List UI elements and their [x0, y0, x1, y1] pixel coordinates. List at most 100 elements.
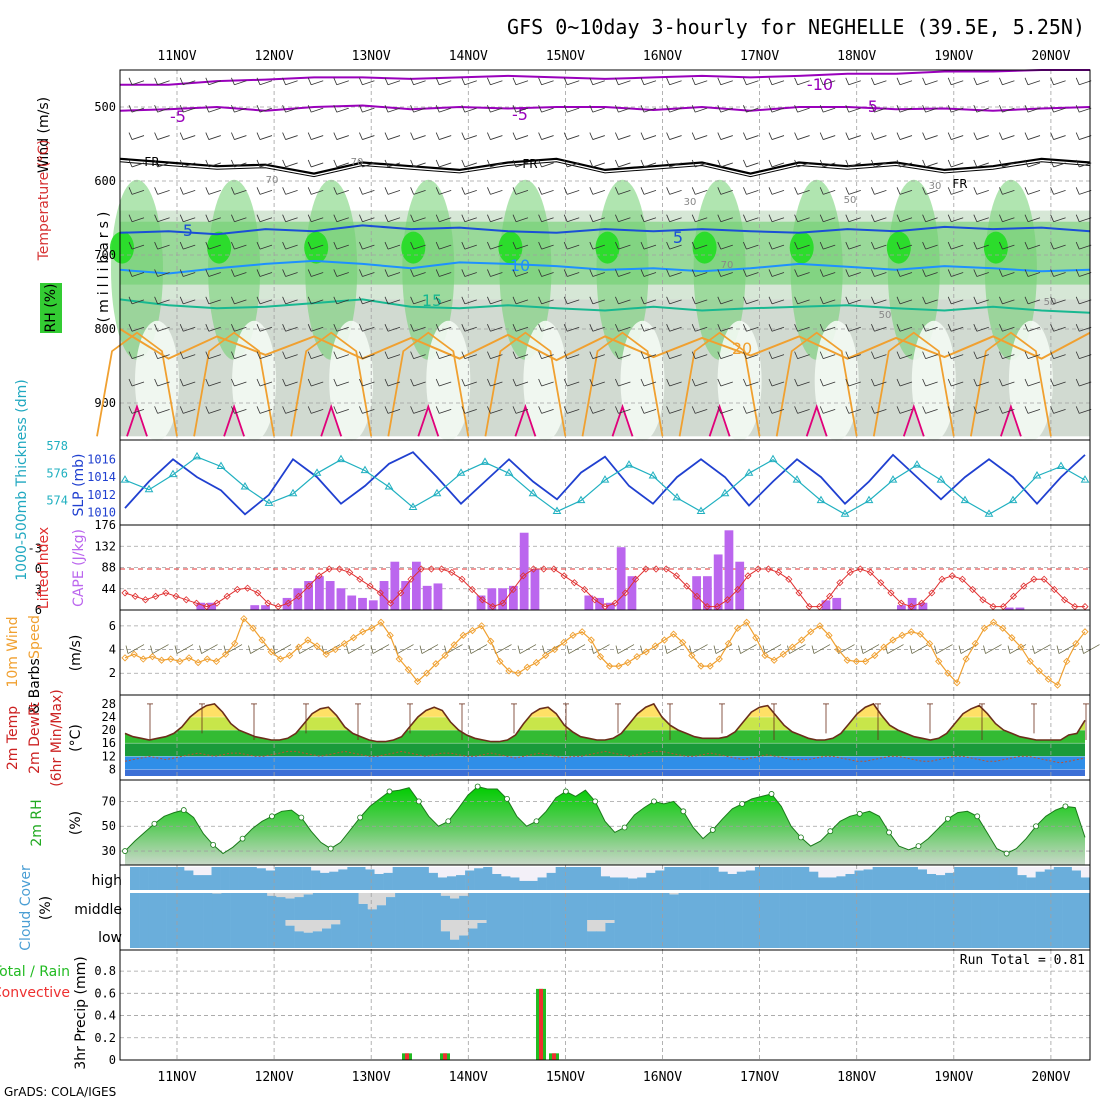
cloud-high-bar [1026, 877, 1036, 890]
contour-label: 15 [422, 291, 442, 310]
wind-barb [282, 77, 298, 86]
cloud-high-bar [827, 877, 837, 890]
cloud-high-bar [854, 870, 864, 890]
wind-barb [461, 351, 477, 359]
wind-barb [896, 269, 913, 277]
wind-barb [1050, 324, 1066, 332]
wind-barb [256, 269, 273, 277]
wind-barb [487, 351, 503, 359]
cloud-high-bar [573, 867, 584, 890]
wind-speed-point [523, 663, 531, 671]
wind-barb [845, 214, 861, 223]
wind-barb [1032, 644, 1051, 654]
wind-barb [743, 324, 759, 332]
wind-barb [410, 77, 426, 86]
wind-barb [461, 241, 477, 250]
rh-point [122, 848, 128, 854]
date-label-top: 13NOV [352, 49, 391, 64]
wind-barb [256, 241, 273, 250]
cloud-middle-bar [879, 893, 890, 920]
cloud-middle-bar [1053, 893, 1063, 920]
wind-speed-point [368, 624, 376, 632]
wind-barb [179, 77, 196, 86]
cloud-low-bar [980, 920, 990, 948]
label-2m-temp: 2m Temp [5, 706, 21, 770]
li-point [519, 572, 527, 580]
wind-speed-point [788, 643, 797, 651]
cloud-high-gap [945, 867, 955, 873]
label-millibars: (millibars) [96, 208, 112, 323]
wind-barb [666, 187, 682, 195]
wind-barb [435, 77, 452, 86]
wind-barb [410, 296, 426, 305]
wind-speed-point [651, 642, 659, 650]
wind-speed-point [285, 651, 294, 660]
rh-plume [305, 179, 358, 360]
li-point [795, 589, 803, 597]
isotherm-10 [119, 259, 1091, 275]
contour-label: -5 [170, 107, 186, 126]
cape-bar [821, 600, 831, 610]
wind-speed-point [935, 657, 943, 666]
cloud-high-gap [854, 867, 864, 871]
wind-barb [128, 241, 145, 250]
thickness-point [288, 488, 298, 497]
li-point [979, 596, 987, 604]
wind-barb [359, 324, 375, 332]
isotherm-hot-hump [320, 403, 343, 437]
cloud-low-gap [285, 920, 295, 926]
wind-barb [717, 351, 733, 359]
slp-tick-label: 1012 [87, 488, 116, 502]
wind-barb [973, 269, 989, 277]
contour-label: 5 [673, 228, 683, 247]
li-point [1050, 585, 1058, 594]
cloud-high-bar [419, 867, 430, 890]
cloud-middle-bar [696, 893, 707, 920]
wind-barb [743, 214, 759, 223]
cloud-low-bar [477, 922, 487, 948]
wind-barb [307, 241, 324, 250]
li-point [284, 599, 292, 607]
wind-barb [461, 105, 477, 113]
isotherm-fr-double [119, 161, 1091, 178]
thickness-point [408, 502, 418, 510]
wind-speed-point [541, 651, 550, 660]
wind-barb [256, 324, 273, 332]
wind-speed-point [258, 636, 266, 644]
cloud-high-bar [782, 867, 792, 890]
cloud-high-bar [745, 870, 756, 890]
wind-barb [435, 214, 452, 223]
wind-barb [435, 241, 452, 250]
isotherm-warm-hump [193, 331, 275, 437]
wind-barb [717, 214, 733, 223]
wind-barb [410, 269, 426, 277]
cloud-middle-bar [614, 893, 625, 920]
wind-barb [128, 105, 145, 113]
wind-speed-point [121, 654, 129, 662]
cloud-low-bar [130, 920, 140, 948]
wind-speed-point [1017, 643, 1025, 651]
cloud-low-bar [212, 920, 222, 948]
li-point [213, 599, 221, 607]
li-point [846, 568, 854, 576]
cloud-high-bar [628, 878, 638, 890]
cloud-high-gap [718, 867, 729, 872]
cloud-high-gap [320, 867, 330, 873]
wind-barb [666, 214, 682, 223]
cloud-high-bar [591, 867, 602, 890]
cloud-low-bar [623, 920, 634, 948]
li-point [141, 596, 149, 604]
wind-barb [333, 77, 349, 86]
wind-barb [410, 105, 426, 113]
wind-barb [999, 296, 1015, 305]
wind-barb [410, 241, 426, 250]
wind-barb [282, 241, 298, 250]
cloud-high-bar [546, 872, 556, 890]
wind-barb [1050, 378, 1066, 387]
rh-point [327, 845, 334, 852]
wind-barb [768, 351, 785, 359]
wind-barb [566, 644, 586, 654]
chart-title: GFS 0~10day 3-hourly for NEGHELLE (39.5E… [507, 15, 1085, 39]
wind-speed-point [980, 624, 989, 632]
isotherm-5 [119, 224, 1091, 236]
